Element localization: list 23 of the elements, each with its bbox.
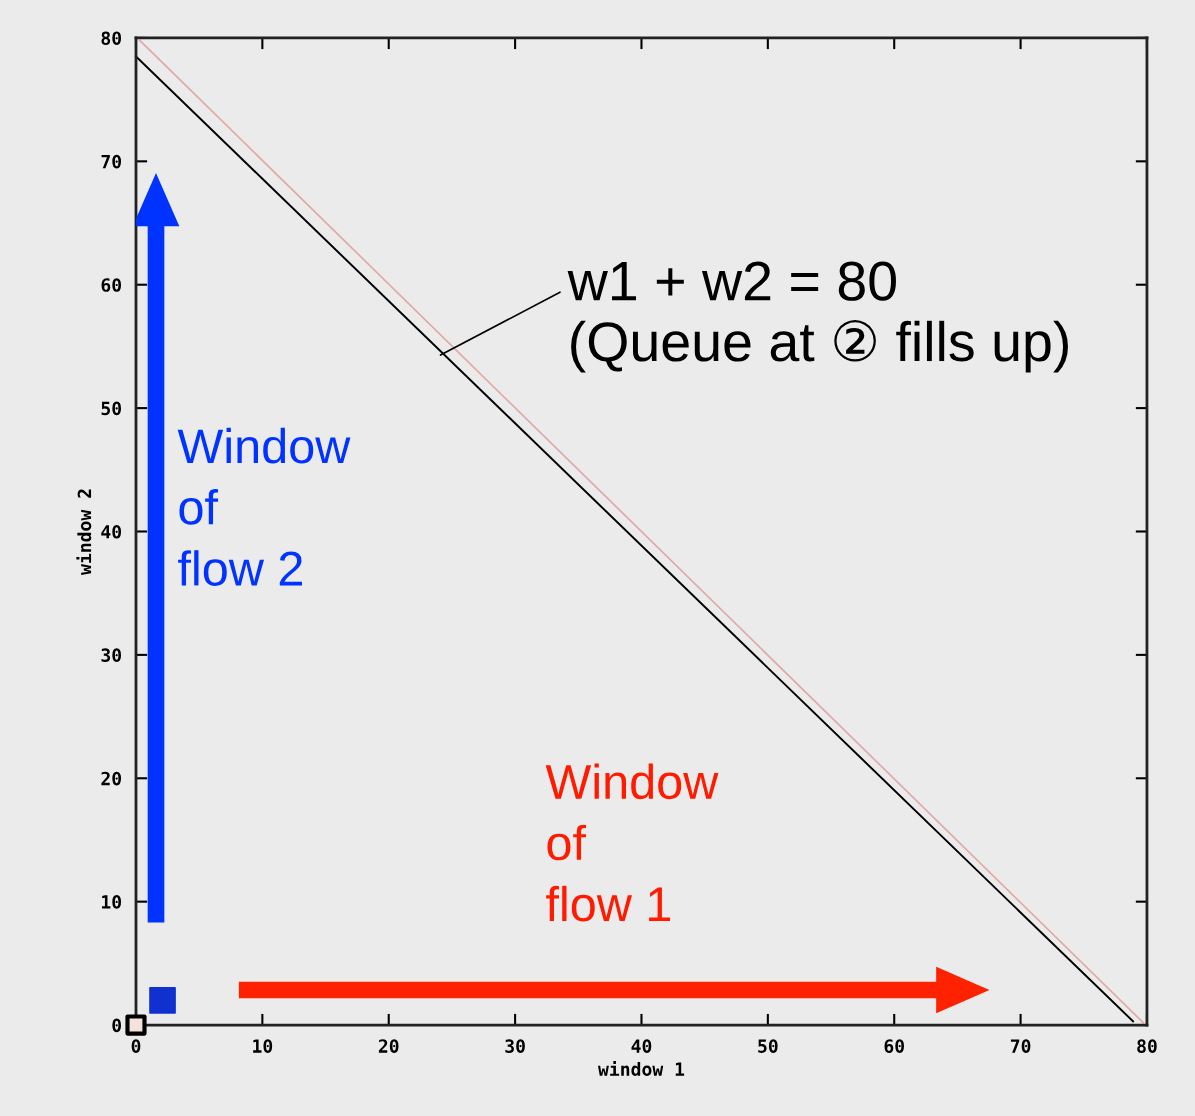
y-tick-label: 80 — [101, 31, 122, 46]
y-tick-label: 20 — [101, 771, 122, 786]
annotation: Window of flow 2 — [177, 427, 351, 586]
x-tick-label: 60 — [884, 1039, 905, 1053]
y-tick-label: 0 — [112, 1018, 122, 1033]
y-tick-label: 10 — [102, 895, 122, 909]
y-tick-label: 70 — [101, 154, 122, 169]
x-tick-label: 0 — [131, 1039, 141, 1053]
y-tick-label: 60 — [101, 278, 122, 292]
y-axis-title: window 2 — [76, 489, 92, 575]
annotation: w1 + w2 = 80 (Queue at ② fills up) — [567, 261, 1068, 373]
x-tick-label: 70 — [1010, 1039, 1031, 1053]
x-axis-title: window 1 — [598, 1061, 685, 1076]
y-tick-label: 40 — [101, 524, 122, 539]
x-tick-label: 40 — [631, 1039, 652, 1053]
x-tick-label: 10 — [253, 1039, 273, 1053]
annotation: Window of flow 1 — [545, 763, 719, 922]
x-tick-label: 20 — [378, 1039, 399, 1053]
y-tick-label: 50 — [101, 401, 122, 416]
y-tick-label: 30 — [101, 648, 122, 662]
x-tick-label: 50 — [758, 1039, 778, 1053]
x-tick-label: 30 — [505, 1039, 525, 1053]
x-tick-label: 80 — [1137, 1039, 1157, 1053]
